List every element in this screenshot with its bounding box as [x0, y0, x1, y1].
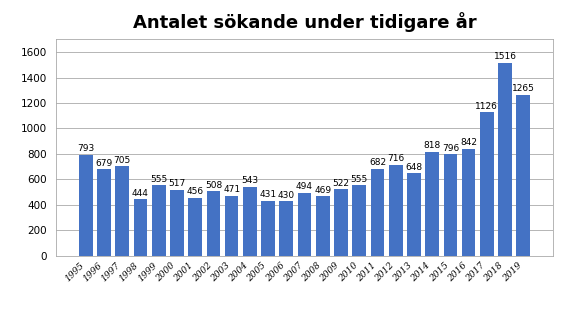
Bar	[498, 63, 512, 256]
Text: 508: 508	[205, 181, 222, 190]
Bar	[334, 189, 348, 256]
Bar	[298, 193, 311, 256]
Text: 1126: 1126	[475, 102, 499, 111]
Bar	[261, 201, 275, 256]
Text: 444: 444	[132, 189, 149, 198]
Bar	[79, 155, 92, 256]
Text: 1516: 1516	[494, 52, 517, 61]
Bar	[407, 173, 421, 256]
Bar	[389, 165, 403, 256]
Bar	[425, 152, 439, 256]
Bar	[371, 169, 384, 256]
Text: 682: 682	[369, 158, 386, 168]
Bar	[170, 190, 184, 256]
Text: 469: 469	[314, 186, 332, 195]
Bar	[462, 149, 475, 256]
Text: 555: 555	[351, 174, 368, 184]
Text: 1265: 1265	[512, 84, 535, 93]
Text: 555: 555	[150, 174, 168, 184]
Bar	[517, 95, 530, 256]
Bar	[243, 187, 257, 256]
Bar	[206, 191, 221, 256]
Bar	[280, 201, 293, 256]
Text: 716: 716	[387, 154, 404, 163]
Text: 793: 793	[77, 144, 94, 153]
Bar	[316, 196, 329, 256]
Text: 522: 522	[333, 179, 350, 188]
Text: 456: 456	[187, 187, 204, 196]
Bar	[97, 169, 111, 256]
Bar	[443, 154, 457, 256]
Text: 430: 430	[277, 191, 295, 199]
Text: 431: 431	[259, 191, 277, 199]
Bar	[116, 166, 129, 256]
Text: 543: 543	[241, 176, 258, 185]
Bar	[225, 196, 239, 256]
Bar	[480, 113, 494, 256]
Text: 705: 705	[113, 155, 131, 165]
Text: 471: 471	[223, 185, 240, 194]
Text: 679: 679	[95, 159, 113, 168]
Title: Antalet sökande under tidigare år: Antalet sökande under tidigare år	[133, 12, 477, 32]
Text: 648: 648	[406, 163, 422, 172]
Text: 494: 494	[296, 182, 313, 192]
Text: 517: 517	[168, 179, 186, 189]
Text: 842: 842	[460, 138, 477, 147]
Bar	[188, 198, 202, 256]
Text: 796: 796	[442, 144, 459, 153]
Bar	[352, 185, 366, 256]
Bar	[134, 199, 147, 256]
Text: 818: 818	[424, 141, 441, 150]
Bar	[152, 185, 166, 256]
